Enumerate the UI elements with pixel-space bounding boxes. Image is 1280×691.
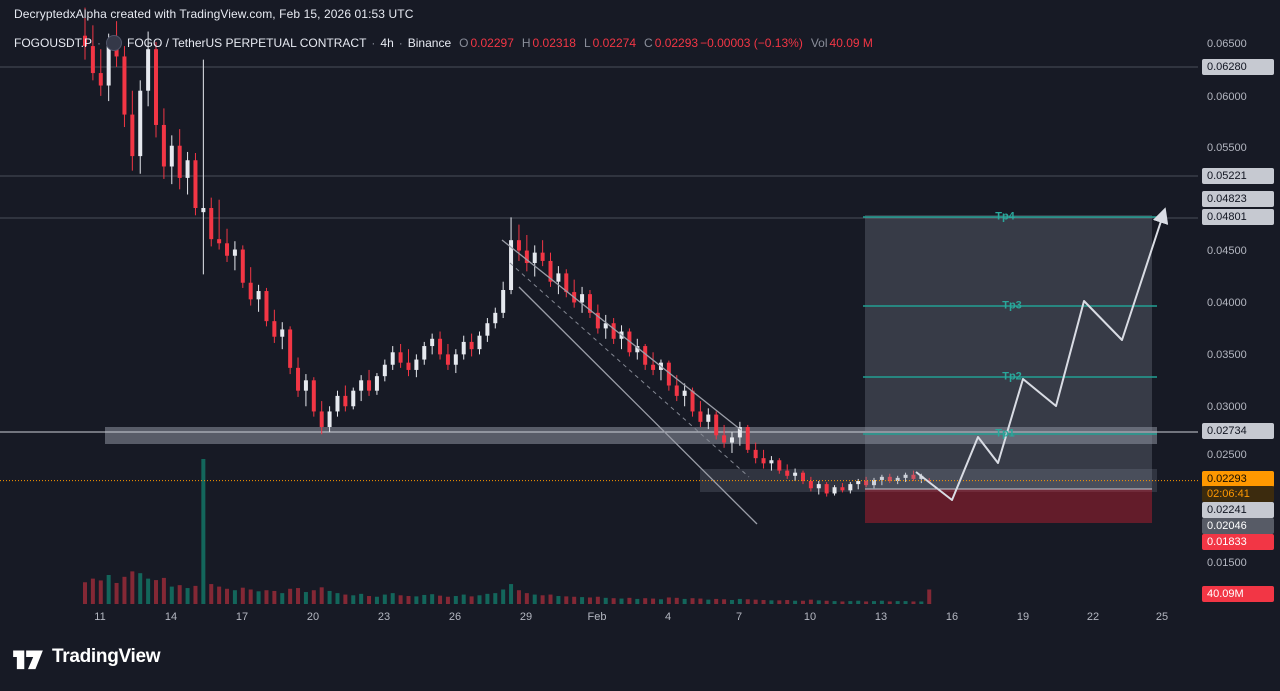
price-axis-label: 0.04000 [1207, 297, 1247, 309]
time-axis-label: 13 [874, 611, 888, 623]
time-axis-label: 4 [664, 611, 672, 623]
price-axis-label: 0.02046 [1202, 518, 1274, 534]
time-axis-label: 7 [735, 611, 743, 623]
projection-path[interactable] [915, 207, 1169, 501]
price-axis-label: 0.02734 [1202, 423, 1274, 439]
level-lines-layer [0, 66, 1198, 433]
take-profit-lines [863, 216, 1157, 435]
time-axis-label: 22 [1086, 611, 1100, 623]
price-axis-label: 0.06000 [1207, 91, 1247, 103]
legend-separator: · [371, 36, 376, 50]
time-axis-label: 29 [519, 611, 533, 623]
price-axis-label: 0.01833 [1202, 534, 1274, 550]
supply-band [105, 427, 1157, 444]
symbol-legend: FOGOUSDT.P · FOGO / TetherUS PERPETUAL C… [14, 35, 873, 51]
symbol-description[interactable]: FOGO / TetherUS PERPETUAL CONTRACT [127, 36, 367, 50]
tp-label-tp4[interactable]: Tp4 [995, 210, 1015, 223]
change-value: −0.00003 (−0.13%) [700, 36, 803, 50]
long-stop-zone [865, 489, 1152, 523]
price-axis-label: 0.04801 [1202, 209, 1274, 225]
tp-label-tp3[interactable]: Tp3 [1002, 299, 1022, 312]
candles-layer [83, 7, 932, 497]
long-position-tool [865, 215, 1152, 523]
price-axis-label: 40.09M [1202, 586, 1274, 602]
exchange-label: Binance [407, 36, 452, 50]
time-axis-label: 25 [1155, 611, 1169, 623]
time-axis-label: 10 [803, 611, 817, 623]
time-axis-label: 14 [164, 611, 178, 623]
price-axis-label: 0.03000 [1207, 401, 1247, 413]
symbol-title[interactable]: FOGOUSDT.P [14, 36, 93, 50]
price-axis-label: 0.04500 [1207, 245, 1247, 257]
low-label: L [583, 36, 591, 50]
descending-channel [501, 239, 758, 525]
price-axis-label: 0.04823 [1202, 191, 1274, 207]
time-axis-label: 23 [377, 611, 391, 623]
legend-separator: · [398, 36, 403, 50]
price-axis-label: 0.06280 [1202, 59, 1274, 75]
close-label: C [644, 36, 653, 50]
volume-layer [83, 459, 932, 604]
volume-label: Vol [810, 36, 828, 50]
high-value: 0.02318 [532, 36, 576, 50]
time-axis-label: 20 [306, 611, 320, 623]
tradingview-logo-icon [13, 650, 43, 670]
price-axis-label: 0.01500 [1207, 557, 1247, 569]
open-value: 0.02297 [470, 36, 514, 50]
price-axis-label: 0.05221 [1202, 168, 1274, 184]
symbol-logo-icon [106, 35, 123, 51]
tradingview-footer[interactable]: TradingView [13, 644, 161, 670]
legend-separator: · [97, 36, 102, 50]
tp-label-tp1[interactable]: Tp1 [995, 427, 1015, 440]
time-axis-label: 16 [945, 611, 959, 623]
low-value: 0.02274 [592, 36, 637, 50]
price-axis-label: 0.02500 [1207, 449, 1247, 461]
long-profit-zone [865, 215, 1152, 489]
price-axis-label: 0.05500 [1207, 142, 1247, 154]
time-axis-label: 11 [94, 611, 106, 623]
close-value: 0.02293 [654, 36, 699, 50]
time-axis-label: Feb [587, 611, 607, 623]
price-axis-label: 0.02293 [1202, 471, 1274, 487]
tradingview-wordmark: TradingView [52, 646, 161, 667]
price-axis-label: 0.06500 [1207, 38, 1247, 50]
time-axis-label: 17 [235, 611, 249, 623]
price-axis-label: 0.02241 [1202, 502, 1274, 518]
price-axis-label: 02:06:41 [1202, 486, 1274, 502]
price-axis-label: 0.03500 [1207, 349, 1247, 361]
time-axis-label: 26 [448, 611, 462, 623]
volume-value: 40.09 M [829, 36, 873, 50]
high-label: H [521, 36, 531, 50]
tp-label-tp2[interactable]: Tp2 [1002, 370, 1022, 383]
time-axis-label: 19 [1016, 611, 1030, 623]
open-label: O [459, 36, 469, 50]
interval-label[interactable]: 4h [380, 36, 394, 50]
attribution-text: DecryptedxAlpha created with TradingView… [14, 7, 414, 21]
